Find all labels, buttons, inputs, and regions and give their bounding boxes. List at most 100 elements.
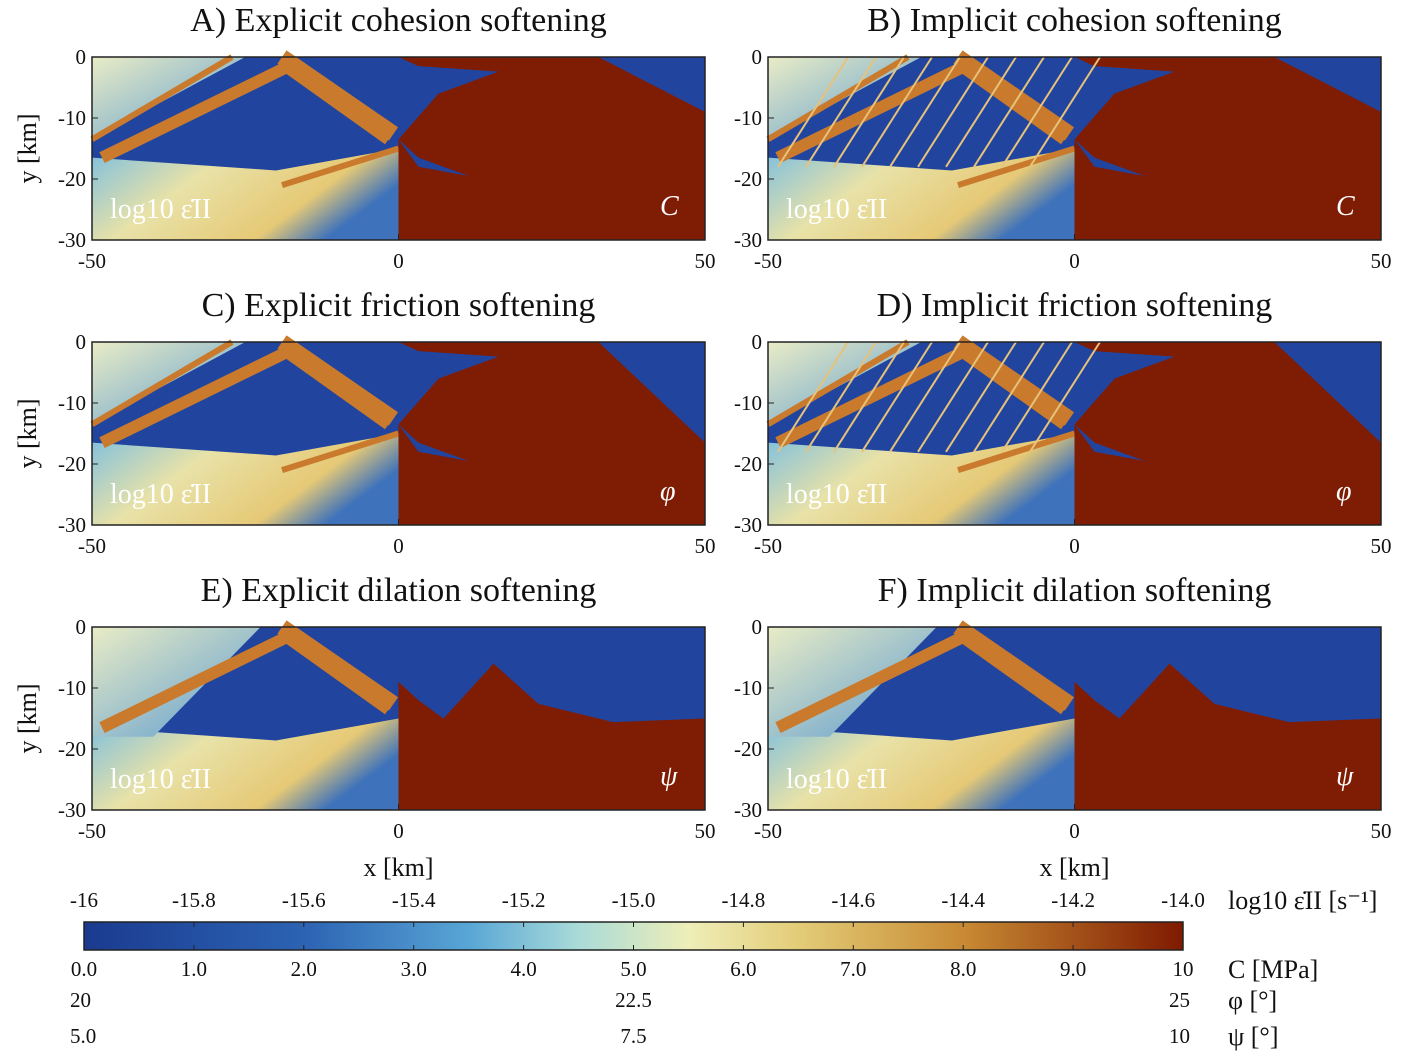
- colorbar-tick-label: 7.5: [620, 1024, 646, 1048]
- shear-band: [957, 430, 1076, 473]
- heatmap: [90, 335, 705, 525]
- y-tick-label: -20: [58, 737, 86, 761]
- fracture: [861, 341, 933, 453]
- y-tick-label: -30: [58, 798, 86, 822]
- fracture: [1029, 56, 1101, 168]
- panel-title: B) Implicit cohesion softening: [867, 2, 1282, 39]
- y-tick-label: -10: [58, 391, 86, 415]
- x-tick-label: -50: [754, 249, 782, 273]
- shear-band: [277, 335, 399, 426]
- x-tick-label: 0: [393, 249, 404, 273]
- field-warm: [92, 718, 399, 810]
- field-right-weak: [398, 342, 499, 425]
- y-tick-label: -30: [734, 798, 762, 822]
- field-right-weak: [1074, 57, 1175, 140]
- shear-band: [766, 54, 910, 142]
- y-tick-label: 0: [752, 330, 763, 354]
- y-tick-label: -20: [58, 167, 86, 191]
- x-tick-label: 50: [695, 249, 716, 273]
- fracture: [917, 56, 989, 168]
- shear-band: [277, 50, 399, 141]
- colorbar-tick-label: -14.0: [1161, 888, 1205, 912]
- fracture: [973, 56, 1045, 168]
- colorbar-tick-label: 4.0: [510, 957, 536, 981]
- colorbar-tick-label: 10: [1169, 1024, 1190, 1048]
- left-label: log10 ε̇II: [110, 764, 211, 795]
- colorbar-tick-label: -15.0: [612, 888, 656, 912]
- x-tick-label: -50: [78, 819, 106, 843]
- right-label: ψ: [1336, 761, 1354, 792]
- y-tick-label: 0: [76, 330, 87, 354]
- x-tick-label: -50: [754, 819, 782, 843]
- y-tick-label: 0: [76, 45, 87, 69]
- x-tick-label: 0: [1069, 534, 1080, 558]
- y-tick-label: -10: [734, 106, 762, 130]
- field-right-weak: [498, 57, 705, 112]
- x-tick-label: 50: [695, 534, 716, 558]
- field-right-weak: [1174, 342, 1381, 443]
- right-label: ψ: [660, 761, 678, 792]
- field-right-weak: [1174, 57, 1381, 112]
- heatmap: [92, 620, 705, 810]
- x-tick-label: -50: [78, 249, 106, 273]
- panel-title: F) Implicit dilation softening: [878, 572, 1272, 609]
- fracture: [1001, 341, 1073, 453]
- fracture: [833, 56, 905, 168]
- right-label: C: [1336, 191, 1355, 222]
- colorbar-scale-label: φ [°]: [1228, 986, 1277, 1015]
- y-tick-label: -30: [58, 513, 86, 537]
- shear-band: [281, 145, 400, 188]
- y-tick-label: 0: [752, 45, 763, 69]
- colorbar-tick-label: 22.5: [615, 988, 652, 1012]
- shear-band: [281, 430, 400, 473]
- panel-title: D) Implicit friction softening: [877, 287, 1273, 324]
- field-pale: [92, 342, 246, 425]
- y-tick-label: -10: [58, 106, 86, 130]
- fracture: [777, 56, 849, 168]
- x-tick-label: 0: [1069, 249, 1080, 273]
- fracture: [973, 341, 1045, 453]
- y-axis-label: y [km]: [13, 683, 42, 753]
- y-axis-label: y [km]: [13, 398, 42, 468]
- field-right-weak: [1074, 627, 1381, 723]
- colorbar-tick-label: -14.6: [831, 888, 875, 912]
- field-right-weak: [398, 139, 469, 176]
- heatmap: [90, 50, 705, 240]
- shear-band: [953, 50, 1075, 141]
- x-tick-label: 0: [393, 819, 404, 843]
- colorbar-tick-label: -15.4: [392, 888, 436, 912]
- colorbar-tick-label: 0.0: [71, 957, 97, 981]
- x-axis-label: x [km]: [363, 853, 433, 882]
- colorbar-tick-label: 3.0: [401, 957, 427, 981]
- fracture: [1029, 341, 1101, 453]
- fracture: [945, 341, 1017, 453]
- x-tick-label: 50: [1371, 249, 1392, 273]
- colorbar-tick-label: 10: [1173, 957, 1194, 981]
- shear-band: [277, 620, 399, 711]
- left-label: log10 ε̇II: [110, 479, 211, 510]
- x-tick-label: -50: [754, 534, 782, 558]
- field-right-weak: [1074, 139, 1145, 176]
- colorbar-tick-label: 25: [1169, 988, 1190, 1012]
- colorbar-tick-label: 1.0: [181, 957, 207, 981]
- heatmap: [768, 620, 1381, 810]
- colorbar-tick-label: 7.0: [840, 957, 866, 981]
- colorbar-scale-label: C [MPa]: [1228, 955, 1318, 984]
- y-tick-label: -20: [734, 737, 762, 761]
- y-tick-label: 0: [76, 615, 87, 639]
- fracture: [805, 341, 877, 453]
- colorbar-tick-label: -15.8: [172, 888, 216, 912]
- y-tick-label: -20: [734, 452, 762, 476]
- y-tick-label: -10: [734, 391, 762, 415]
- colorbar-tick-label: 9.0: [1060, 957, 1086, 981]
- fracture: [889, 341, 961, 453]
- panel-title: A) Explicit cohesion softening: [190, 2, 606, 39]
- panel-title: E) Explicit dilation softening: [201, 572, 597, 609]
- y-tick-label: -20: [58, 452, 86, 476]
- x-tick-label: -50: [78, 534, 106, 558]
- x-tick-label: 50: [695, 819, 716, 843]
- right-label: C: [660, 191, 679, 222]
- colorbar-tick-label: 2.0: [291, 957, 317, 981]
- field-right-weak: [1074, 424, 1145, 461]
